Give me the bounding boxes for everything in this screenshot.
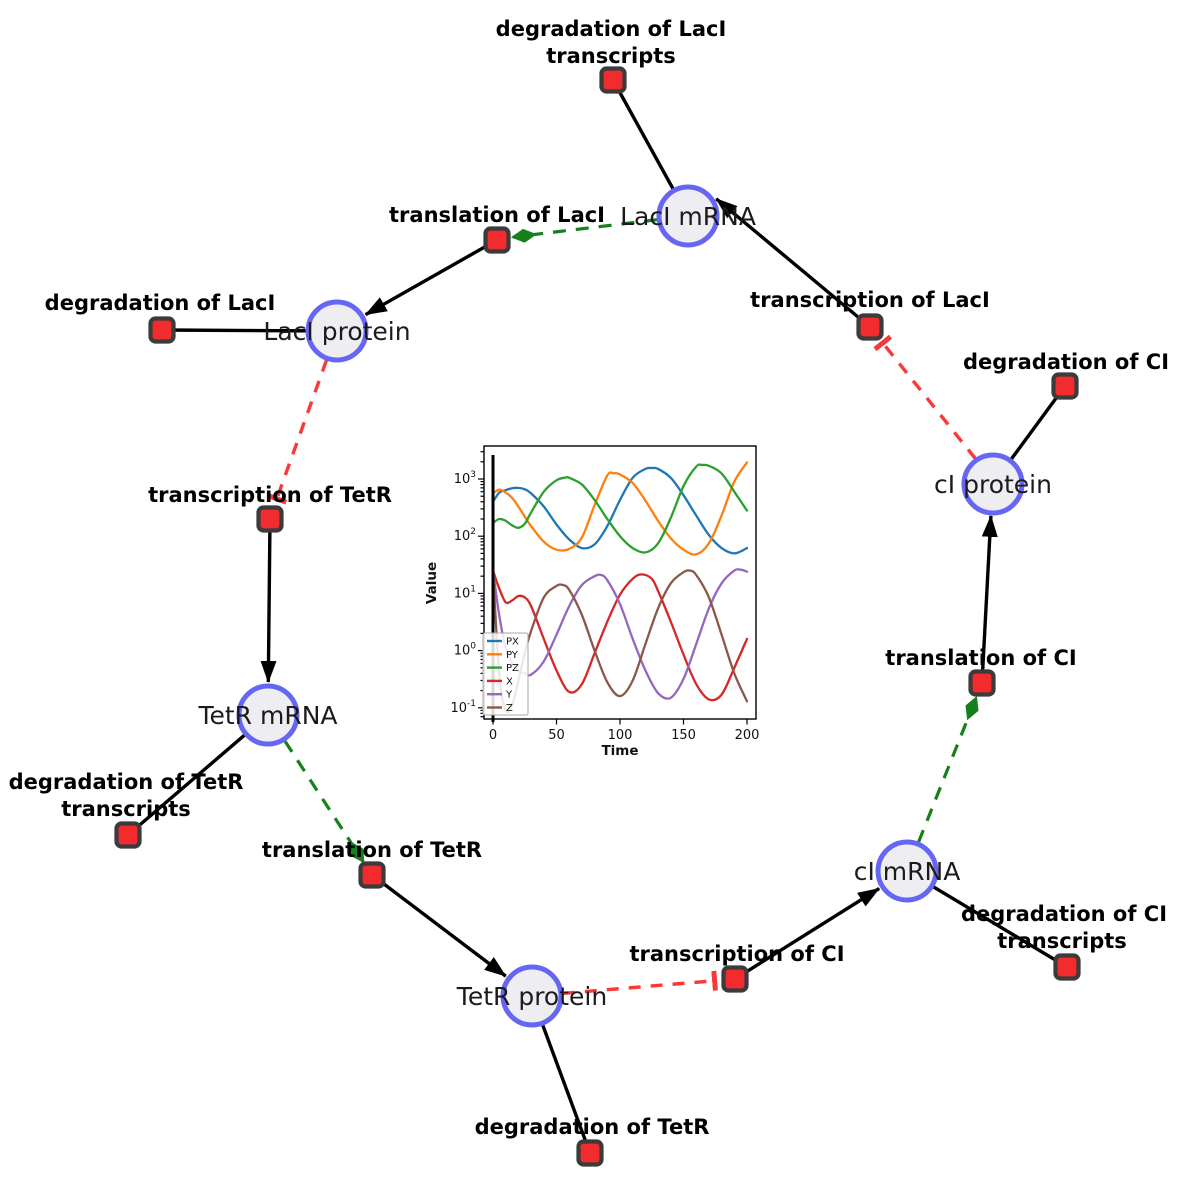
reaction-square[interactable]	[483, 226, 511, 254]
reaction-square[interactable]	[1053, 953, 1081, 981]
reaction-node-deg-ci[interactable]: degradation of CI	[963, 350, 1169, 400]
species-circle[interactable]	[500, 964, 564, 1028]
species-node-tetr-mrna[interactable]: TetR mRNA	[197, 683, 338, 747]
edge-laci-protein-inhibits-transcription-tetr	[266, 359, 329, 505]
species-label: TetR protein	[456, 982, 607, 1011]
edge-translation-tetr-to-tetr-protein	[370, 873, 507, 978]
plot-curve-PY	[491, 461, 749, 556]
reaction-node-deg-laci-transcripts[interactable]: degradation of LacI transcripts	[496, 17, 727, 94]
plot-legend: PX PY PZ XYZ	[482, 632, 529, 716]
reaction-node-transcription-tetr[interactable]: transcription of TetR	[148, 483, 392, 533]
reaction-label: degradation of CI	[963, 350, 1169, 374]
reaction-label: degradation of LacI	[45, 291, 276, 315]
species-node-ci-protein[interactable]: cI protein	[934, 452, 1052, 516]
species-node-tetr-protein[interactable]: TetR protein	[456, 964, 607, 1028]
reaction-square[interactable]	[114, 821, 142, 849]
edge-ci-mrna-to-translation-ci	[917, 696, 979, 843]
reaction-label-line2: transcripts	[61, 797, 191, 821]
reaction-label: degradation of LacI	[496, 17, 727, 41]
species-label: LacI mRNA	[620, 202, 756, 231]
reaction-label-line2: transcripts	[997, 929, 1127, 953]
edge-translation-laci-to-laci-protein	[364, 238, 498, 317]
reaction-label: transcription of CI	[629, 942, 844, 966]
legend-label-PY: PY	[506, 650, 519, 661]
reaction-square[interactable]	[148, 316, 176, 344]
plot-y-axis-label: Value	[424, 562, 440, 604]
plot-x-tick-label: 50	[548, 728, 565, 743]
plot-curve-PX	[491, 466, 749, 555]
plot-y-tick-label: 101	[454, 584, 476, 601]
species-circle[interactable]	[875, 839, 939, 903]
inset-timecourse-plot: 0 50 100 150 200 10-1 100 101 102 103 PX PY PZ XYZ T…	[424, 445, 760, 759]
reaction-label: degradation of TetR	[9, 770, 244, 794]
plot-x-tick-label: 0	[489, 728, 497, 743]
reaction-label: transcription of LacI	[750, 288, 990, 312]
reaction-node-deg-tetr-transcripts[interactable]: degradation of TetR transcripts	[9, 770, 244, 849]
edge-tetr-mrna-to-translation-tetr	[283, 740, 365, 864]
edge-transcription-tetr-to-tetr-mrna	[260, 518, 277, 683]
reaction-label: translation of LacI	[389, 203, 605, 227]
reaction-square[interactable]	[576, 1139, 604, 1167]
reaction-square[interactable]	[968, 669, 996, 697]
species-layer: LacI mRNA LacI protein cI protein TetR m…	[197, 184, 1052, 1028]
legend-label-PZ: PZ	[506, 663, 519, 674]
species-node-ci-mrna[interactable]: cI mRNA	[854, 839, 961, 903]
species-circle[interactable]	[236, 683, 300, 747]
reaction-layer: degradation of LacI transcripts translat…	[9, 17, 1169, 1167]
plot-x-axis-label: Time	[601, 743, 638, 759]
legend-label-X: X	[506, 676, 513, 687]
edge-ci-protein-inhibits-transcription-laci	[873, 334, 977, 460]
species-label: cI mRNA	[854, 857, 961, 886]
reaction-label: translation of TetR	[262, 838, 482, 862]
edge-tetr-protein-inhibits-transcription-ci	[562, 970, 718, 996]
reaction-node-transcription-ci[interactable]: transcription of CI	[629, 942, 845, 993]
edge-translation-ci-to-ci-protein	[980, 514, 998, 684]
legend-label-Y: Y	[505, 690, 513, 701]
reaction-square[interactable]	[599, 66, 627, 94]
edge-transcription-ci-to-ci-mrna	[734, 887, 881, 981]
reaction-node-deg-ci-transcripts[interactable]: degradation of CI transcripts	[961, 902, 1167, 981]
species-node-laci-mrna[interactable]: LacI mRNA	[620, 184, 756, 248]
reaction-label: translation of CI	[885, 646, 1076, 670]
species-label: LacI protein	[263, 317, 410, 346]
reaction-node-translation-laci[interactable]: translation of LacI	[389, 203, 605, 254]
species-label: cI protein	[934, 470, 1052, 499]
plot-y-tick-label: 100	[454, 642, 477, 659]
species-circle[interactable]	[961, 452, 1025, 516]
plot-x-tick-label: 200	[735, 728, 760, 743]
reaction-label-line2: transcripts	[546, 44, 676, 68]
edge-transcription-laci-to-laci-mrna	[715, 197, 872, 329]
reaction-square[interactable]	[358, 861, 386, 889]
plot-y-tick-label: 102	[454, 527, 476, 544]
reaction-label: transcription of TetR	[148, 483, 392, 507]
legend-label-Z: Z	[506, 703, 513, 714]
reaction-square[interactable]	[856, 313, 884, 341]
reaction-node-deg-laci[interactable]: degradation of LacI	[45, 291, 276, 344]
reaction-node-translation-tetr[interactable]: translation of TetR	[262, 838, 482, 889]
plot-curve-PZ	[491, 463, 749, 554]
reaction-node-transcription-laci[interactable]: transcription of LacI	[750, 288, 990, 341]
reaction-square[interactable]	[256, 505, 284, 533]
reaction-label: degradation of CI	[961, 902, 1167, 926]
plot-y-tick-label: 103	[454, 470, 476, 487]
plot-x-tick-label: 150	[671, 728, 696, 743]
plot-x-tick-label: 100	[608, 728, 633, 743]
species-circle[interactable]	[305, 299, 369, 363]
species-node-laci-protein[interactable]: LacI protein	[263, 299, 411, 363]
reaction-square[interactable]	[721, 965, 749, 993]
plot-y-tick-label: 10-1	[450, 699, 476, 716]
plot-curve-X	[491, 569, 749, 702]
species-circle[interactable]	[656, 184, 720, 248]
species-label: TetR mRNA	[197, 701, 337, 730]
reaction-square[interactable]	[1051, 372, 1079, 400]
reaction-node-translation-ci[interactable]: translation of CI	[885, 646, 1077, 697]
legend-label-PX: PX	[506, 637, 519, 648]
edge-laci-mrna-to-translation-laci	[510, 218, 658, 243]
reaction-node-deg-tetr[interactable]: degradation of TetR	[475, 1115, 710, 1167]
reaction-label: degradation of TetR	[475, 1115, 710, 1139]
